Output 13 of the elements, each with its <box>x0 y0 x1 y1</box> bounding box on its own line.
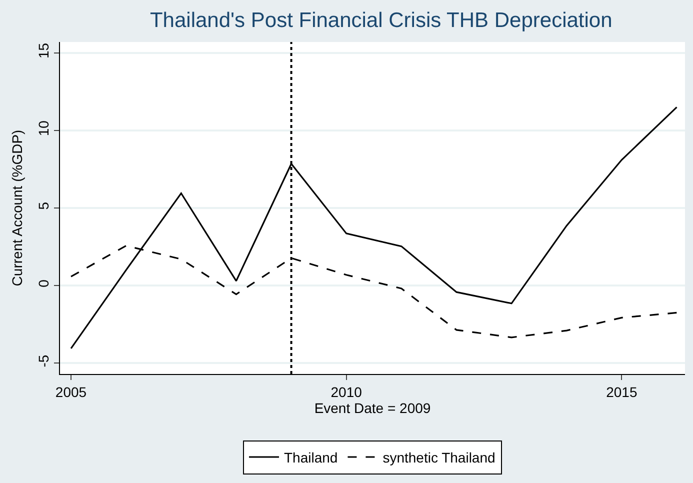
y-tick-label: 5 <box>35 202 52 210</box>
y-axis-title: Current Account (%GDP) <box>9 130 25 286</box>
x-tick-label: 2010 <box>330 384 362 400</box>
y-tick-label: 10 <box>35 120 52 136</box>
legend-label: synthetic Thailand <box>382 449 496 466</box>
y-tick-label: 15 <box>35 42 52 59</box>
y-tick-label: -5 <box>35 354 52 368</box>
x-axis-title: Event Date = 2009 <box>314 400 431 416</box>
x-tick-label: 2005 <box>55 384 87 400</box>
chart-title: Thailand's Post Financial Crisis THB Depreciation <box>150 8 612 32</box>
y-tick-label: 0 <box>35 279 52 288</box>
x-tick-label: 2015 <box>606 384 638 400</box>
legend-label: Thailand <box>284 449 338 466</box>
